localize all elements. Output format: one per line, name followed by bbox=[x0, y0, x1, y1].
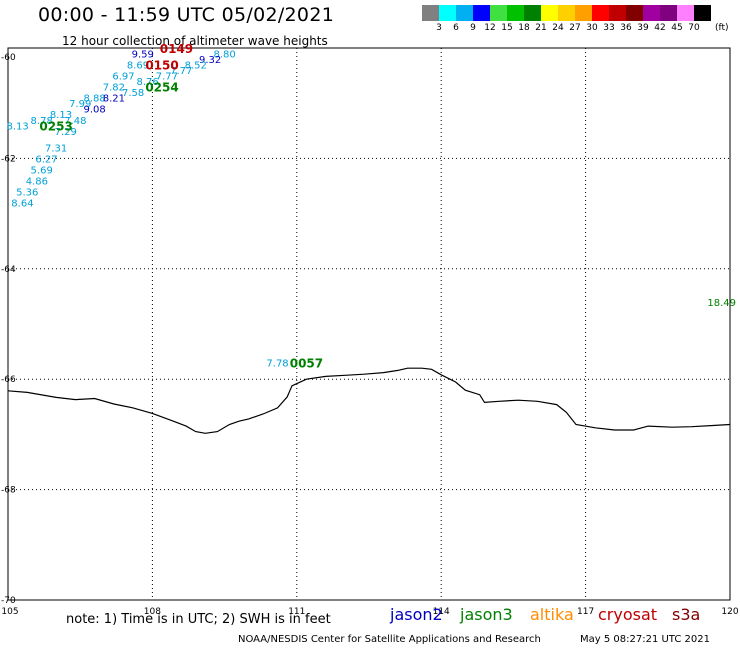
scale-swatch bbox=[558, 5, 575, 21]
x-tick-label: 108 bbox=[144, 607, 161, 617]
pass-time-label: 0057 bbox=[290, 357, 323, 371]
satellite-legend-item: jason2 bbox=[390, 605, 443, 624]
scale-swatch bbox=[609, 5, 626, 21]
wave-height-label: 7.48 bbox=[64, 116, 86, 127]
wave-height-label: 8.76 bbox=[136, 77, 158, 88]
wave-height-label: 8.64 bbox=[11, 199, 33, 210]
wave-height-label: 6.97 bbox=[112, 72, 134, 83]
wave-height-label: 8.80 bbox=[213, 50, 235, 61]
wave-height-label: 8.69 bbox=[127, 61, 149, 72]
scale-label: 42 bbox=[654, 23, 666, 33]
wave-height-label: 9.32 bbox=[199, 55, 221, 66]
wave-height-label: 7.78 bbox=[266, 359, 288, 370]
satellite-legend-item: jason3 bbox=[460, 605, 513, 624]
scale-swatch bbox=[626, 5, 643, 21]
scale-label: 9 bbox=[470, 23, 476, 33]
y-tick-label: -68 bbox=[1, 486, 16, 496]
pass-time-label: 0253 bbox=[39, 119, 72, 133]
credit-text: NOAA/NESDIS Center for Satellite Applica… bbox=[238, 634, 541, 645]
wave-height-label: 7.77 bbox=[170, 66, 192, 77]
wave-height-label: 18.49 bbox=[707, 298, 736, 309]
pass-time-label: 0150 bbox=[145, 59, 178, 73]
scale-swatch bbox=[677, 5, 694, 21]
y-tick-label: -62 bbox=[1, 154, 16, 164]
x-tick-label: 114 bbox=[433, 607, 450, 617]
wave-height-label: 9.08 bbox=[84, 105, 106, 116]
wave-height-label: 7.82 bbox=[103, 83, 125, 94]
scale-swatch bbox=[473, 5, 490, 21]
scale-swatch bbox=[524, 5, 541, 21]
x-tick-label: 117 bbox=[577, 607, 594, 617]
wave-height-label: 7.77 bbox=[156, 72, 178, 83]
scale-label: 18 bbox=[518, 23, 530, 33]
x-tick-label: 111 bbox=[288, 607, 305, 617]
satellite-legend-item: altika bbox=[530, 605, 574, 624]
wave-height-label: 7.29 bbox=[55, 127, 77, 138]
wave-height-label: 7.31 bbox=[45, 143, 67, 154]
coastline bbox=[7, 367, 731, 434]
pass-time-label: 0254 bbox=[145, 81, 178, 95]
x-tick-label: 120 bbox=[721, 607, 738, 617]
scale-swatch bbox=[439, 5, 456, 21]
y-tick-label: -66 bbox=[1, 375, 16, 385]
generated-time: May 5 08:27:21 UTC 2021 bbox=[580, 634, 710, 645]
scale-label: 27 bbox=[569, 23, 581, 33]
y-tick-label: -64 bbox=[1, 265, 16, 275]
scale-swatch bbox=[456, 5, 473, 21]
footer-note: note: 1) Time is in UTC; 2) SWH is in fe… bbox=[66, 612, 331, 627]
wave-height-label: 8.13 bbox=[50, 110, 72, 121]
scale-label: 21 bbox=[535, 23, 547, 33]
scale-swatch bbox=[643, 5, 660, 21]
wave-height-label: 8.21 bbox=[103, 94, 125, 105]
scale-swatch bbox=[592, 5, 609, 21]
wave-height-label: 5.69 bbox=[31, 165, 53, 176]
scale-unit: (ft) bbox=[715, 23, 729, 33]
scale-swatch bbox=[422, 5, 439, 21]
y-tick-label: -60 bbox=[1, 53, 16, 63]
scale-label: 70 bbox=[688, 23, 700, 33]
wave-height-label: 7.99 bbox=[69, 99, 91, 110]
wave-height-label: 5.36 bbox=[16, 188, 38, 199]
scale-label: 15 bbox=[501, 23, 513, 33]
wave-height-label: 8.78 bbox=[31, 116, 53, 127]
scale-label: 39 bbox=[637, 23, 649, 33]
satellite-legend-item: cryosat bbox=[598, 605, 658, 624]
scale-label: 24 bbox=[552, 23, 564, 33]
scale-label: 3 bbox=[436, 23, 442, 33]
scale-swatch bbox=[694, 5, 711, 21]
map-frame bbox=[7, 47, 731, 601]
satellite-legend-item: s3a bbox=[672, 605, 701, 624]
scale-label: 36 bbox=[620, 23, 632, 33]
wave-height-label: 9.59 bbox=[132, 50, 154, 61]
scale-swatch bbox=[507, 5, 524, 21]
scale-label: 45 bbox=[671, 23, 683, 33]
page-subtitle: 12 hour collection of altimeter wave hei… bbox=[62, 34, 328, 48]
wave-height-label: 4.86 bbox=[26, 176, 48, 187]
y-tick-label: -70 bbox=[1, 596, 16, 606]
page-title: 00:00 - 11:59 UTC 05/02/2021 bbox=[38, 4, 335, 26]
scale-swatch bbox=[575, 5, 592, 21]
scale-label: 12 bbox=[484, 23, 496, 33]
scale-label: 33 bbox=[603, 23, 615, 33]
pass-time-label: 0149 bbox=[160, 42, 193, 56]
scale-swatch bbox=[541, 5, 558, 21]
scale-swatch bbox=[660, 5, 677, 21]
wave-height-label: 7.58 bbox=[122, 88, 144, 99]
scale-label: 6 bbox=[453, 23, 459, 33]
wave-height-label: 8.88 bbox=[84, 94, 106, 105]
x-tick-label: 105 bbox=[1, 607, 18, 617]
wave-height-label: 8.52 bbox=[185, 61, 207, 72]
scale-swatch bbox=[490, 5, 507, 21]
wave-height-label: 8.13 bbox=[6, 121, 28, 132]
scale-label: 30 bbox=[586, 23, 598, 33]
wave-height-label: 6.27 bbox=[35, 154, 57, 165]
